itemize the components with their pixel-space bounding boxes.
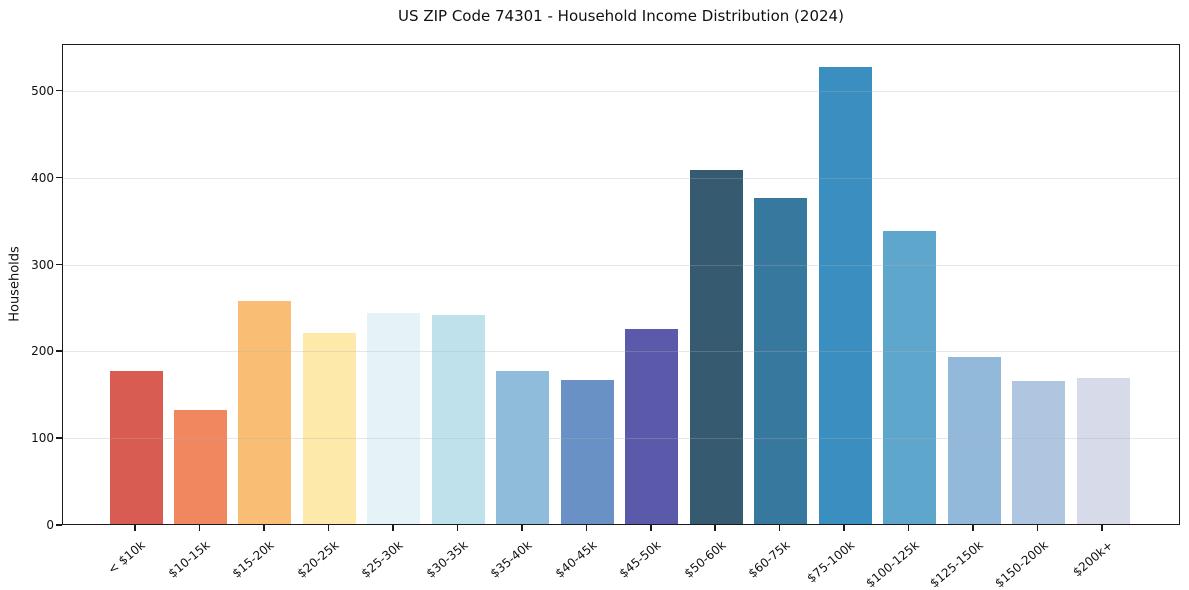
x-tick-$10-15k: [198, 525, 201, 531]
y-tick-400: [56, 176, 62, 179]
x-tick-$100-125k: [907, 525, 910, 531]
x-tick-$150-200k: [1036, 525, 1039, 531]
y-tick-label-200: 200: [31, 344, 54, 359]
x-tick-$60-75k: [778, 525, 781, 531]
bar-$75-100k: [818, 67, 872, 524]
y-tick-100: [56, 437, 62, 439]
y-tick-label-0: 0: [46, 518, 54, 532]
x-tick-$40-45k: [585, 525, 588, 531]
bar-< $10k: [109, 371, 163, 524]
bar-$100-125k: [883, 230, 937, 524]
bar-$200k+: [1076, 378, 1130, 524]
x-tick-$15-20k: [263, 525, 265, 531]
y-tick-200: [56, 350, 62, 352]
x-tick-$75-100k: [843, 525, 845, 531]
bar-$10-15k: [173, 410, 227, 524]
gridline-400: [63, 177, 1179, 179]
gridline-500: [63, 90, 1179, 92]
y-tick-500: [56, 89, 62, 92]
bar-$45-50k: [625, 328, 679, 524]
x-tick-$50-60k: [714, 525, 716, 531]
y-tick-300: [56, 263, 62, 266]
y-tick-0: [56, 524, 62, 526]
bar-$30-35k: [431, 314, 485, 524]
plot-area: [62, 44, 1180, 525]
x-tick-$125-150k: [972, 525, 974, 531]
y-tick-label-100: 100: [31, 431, 54, 446]
x-tick-$30-35k: [456, 525, 459, 531]
x-tick-$45-50k: [650, 525, 652, 531]
bar-$15-20k: [238, 300, 292, 524]
x-tick-$25-30k: [392, 525, 394, 531]
gridline-300: [63, 264, 1179, 266]
bar-$25-30k: [367, 313, 421, 524]
gridline-200: [63, 351, 1179, 353]
bar-$50-60k: [689, 169, 743, 524]
x-tick-$35-40k: [521, 525, 523, 531]
y-tick-label-400: 400: [31, 170, 54, 185]
y-tick-label-500: 500: [31, 83, 54, 98]
y-tick-label-300: 300: [31, 257, 54, 272]
bar-$60-75k: [754, 197, 808, 524]
x-tick-< $10k: [134, 525, 136, 531]
chart-title: US ZIP Code 74301 - Household Income Dis…: [398, 7, 844, 25]
bar-$35-40k: [496, 371, 550, 524]
x-tick-$20-25k: [327, 525, 330, 531]
x-tick-$200k+: [1101, 525, 1103, 531]
x-tick-label-$200k+: $200k+: [1069, 538, 1116, 580]
bar-$40-45k: [560, 379, 614, 524]
bar-$20-25k: [302, 333, 356, 524]
x-tick-label-holder: $200k+: [0, 534, 1115, 579]
bar-$150-200k: [1012, 380, 1066, 524]
bar-$125-150k: [947, 357, 1001, 524]
